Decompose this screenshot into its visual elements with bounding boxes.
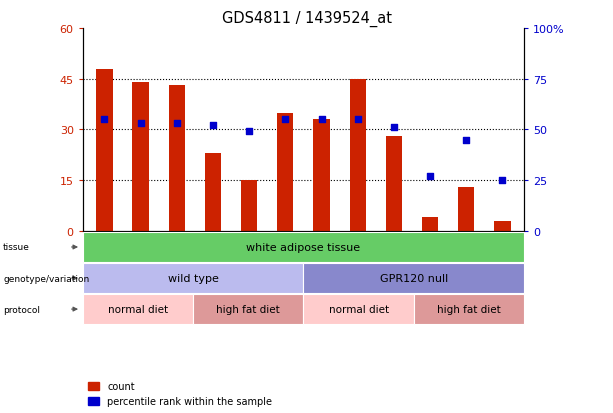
- Bar: [349, 79, 366, 231]
- Bar: [386, 137, 402, 231]
- Text: tissue: tissue: [3, 243, 30, 252]
- Point: [280, 116, 290, 123]
- Point: [172, 121, 181, 127]
- Bar: [458, 188, 474, 231]
- Text: normal diet: normal diet: [108, 304, 168, 314]
- Bar: [96, 69, 113, 231]
- Point: [244, 129, 254, 135]
- Bar: [494, 221, 511, 231]
- Text: genotype/variation: genotype/variation: [3, 274, 89, 283]
- Text: protocol: protocol: [3, 305, 40, 314]
- Bar: [422, 218, 438, 231]
- Point: [317, 116, 327, 123]
- Text: high fat diet: high fat diet: [437, 304, 501, 314]
- Point: [462, 137, 471, 143]
- Point: [135, 121, 145, 127]
- Point: [353, 116, 363, 123]
- Text: wild type: wild type: [168, 273, 218, 283]
- Text: GDS4811 / 1439524_at: GDS4811 / 1439524_at: [221, 10, 392, 26]
- Text: high fat diet: high fat diet: [216, 304, 280, 314]
- Point: [208, 123, 218, 129]
- Bar: [241, 180, 257, 231]
- Point: [99, 116, 109, 123]
- Text: white adipose tissue: white adipose tissue: [246, 242, 360, 252]
- Point: [498, 177, 508, 184]
- Point: [389, 125, 399, 131]
- Bar: [313, 120, 330, 231]
- Bar: [205, 154, 221, 231]
- Text: normal diet: normal diet: [329, 304, 389, 314]
- Legend: count, percentile rank within the sample: count, percentile rank within the sample: [88, 381, 272, 406]
- Bar: [169, 86, 185, 231]
- Text: GPR120 null: GPR120 null: [379, 273, 448, 283]
- Bar: [132, 83, 149, 231]
- Bar: [277, 113, 294, 231]
- Point: [425, 173, 435, 180]
